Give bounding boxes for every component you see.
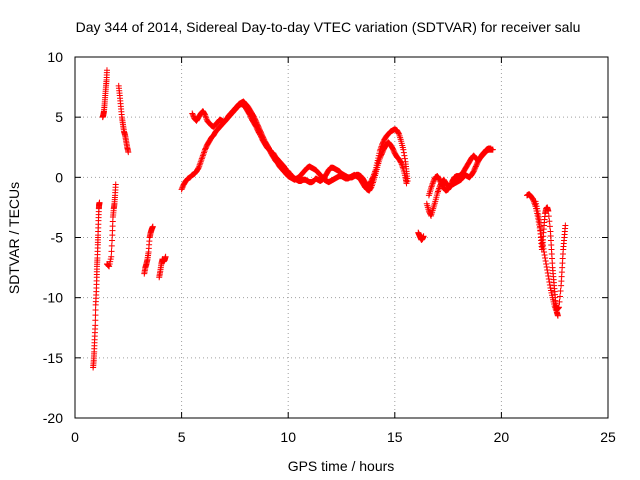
x-tick-label: 25: [600, 429, 616, 445]
data-point: [197, 158, 204, 165]
data-point: [555, 304, 562, 311]
data-point: [535, 211, 542, 218]
data-point: [542, 254, 549, 261]
axis-ticks: 0 5 10 15 20 25 -20 -15 -10 -5 0 5 10: [43, 49, 616, 445]
data-point: [554, 312, 561, 319]
y-tick-label: 10: [47, 49, 63, 65]
data-point: [535, 214, 542, 221]
data-point: [199, 154, 206, 161]
data-point: [429, 180, 436, 187]
data-point: [557, 293, 564, 300]
data-point: [197, 160, 204, 167]
data-point: [544, 266, 551, 273]
chart-title: Day 344 of 2014, Sidereal Day-to-day VTE…: [76, 19, 581, 35]
data-point: [428, 183, 435, 190]
data-point: [200, 149, 207, 156]
data-point: [162, 253, 169, 260]
data-point: [546, 218, 553, 225]
data-point: [92, 322, 99, 329]
data-point: [108, 253, 115, 260]
data-point: [534, 208, 541, 215]
data-point: [545, 213, 552, 220]
x-tick-label: 5: [178, 429, 186, 445]
data-point: [487, 145, 494, 152]
data-point: [544, 269, 551, 276]
data-point: [401, 155, 408, 162]
x-tick-label: 10: [280, 429, 296, 445]
data-point: [108, 242, 115, 249]
data-point: [401, 152, 408, 159]
data-point: [92, 307, 99, 314]
data-point: [545, 208, 552, 215]
y-tick-label: 0: [55, 169, 63, 185]
data-point: [435, 186, 442, 193]
data-point: [546, 279, 553, 286]
data-point: [92, 317, 99, 324]
data-point: [400, 146, 407, 153]
data-point: [199, 152, 206, 159]
data-point: [555, 304, 562, 311]
data-point: [395, 130, 402, 137]
data-point: [109, 237, 116, 244]
data-point: [541, 251, 548, 258]
data-point: [399, 164, 406, 171]
data-point: [198, 155, 205, 162]
data-point: [400, 149, 407, 156]
data-point: [557, 288, 564, 295]
data-point: [103, 67, 110, 74]
data-point: [201, 148, 208, 155]
data-point: [536, 217, 543, 224]
y-axis-label: SDTVAR / TECUs: [6, 182, 22, 294]
x-tick-label: 20: [494, 429, 510, 445]
data-point: [96, 199, 103, 206]
y-tick-label: 5: [55, 109, 63, 125]
y-tick-label: -20: [43, 410, 63, 426]
data-point: [108, 248, 115, 255]
data-point: [125, 149, 132, 156]
data-point: [546, 282, 553, 289]
data-point: [542, 257, 549, 264]
x-tick-label: 15: [387, 429, 403, 445]
data-point: [554, 305, 561, 312]
data-point: [545, 276, 552, 283]
data-point: [546, 223, 553, 230]
data-point: [562, 222, 569, 229]
data-point: [429, 182, 436, 189]
data-point: [200, 151, 207, 158]
data-point: [198, 157, 205, 164]
data-point: [92, 312, 99, 319]
data-point: [543, 263, 550, 270]
data-point: [149, 223, 156, 230]
data-point: [434, 188, 441, 195]
data-point: [545, 273, 552, 280]
grid-lines: [75, 57, 608, 418]
plot-frame: [74, 56, 609, 419]
x-tick-label: 0: [71, 429, 79, 445]
data-point: [112, 181, 119, 188]
data-point: [420, 233, 427, 240]
y-tick-label: -10: [43, 290, 63, 306]
x-axis-label: GPS time / hours: [288, 458, 395, 474]
y-tick-label: -5: [51, 230, 64, 246]
data-points: [90, 67, 569, 371]
data-point: [556, 298, 563, 305]
data-point: [403, 180, 410, 187]
data-point: [543, 260, 550, 267]
y-tick-label: -15: [43, 350, 63, 366]
